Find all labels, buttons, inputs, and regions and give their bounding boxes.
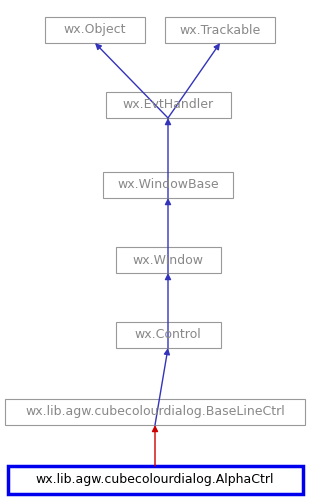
FancyBboxPatch shape <box>115 247 220 273</box>
Text: wx.lib.agw.cubecolourdialog.BaseLineCtrl: wx.lib.agw.cubecolourdialog.BaseLineCtrl <box>25 406 285 418</box>
Text: wx.WindowBase: wx.WindowBase <box>117 178 219 192</box>
FancyBboxPatch shape <box>5 399 305 425</box>
FancyBboxPatch shape <box>105 92 230 118</box>
Text: wx.Window: wx.Window <box>132 254 203 267</box>
Text: wx.EvtHandler: wx.EvtHandler <box>123 98 214 111</box>
FancyBboxPatch shape <box>115 322 220 348</box>
Text: wx.Trackable: wx.Trackable <box>179 24 261 36</box>
Text: wx.Object: wx.Object <box>64 24 126 36</box>
FancyBboxPatch shape <box>45 17 145 43</box>
FancyBboxPatch shape <box>103 172 233 198</box>
FancyBboxPatch shape <box>165 17 275 43</box>
FancyBboxPatch shape <box>7 466 303 494</box>
Text: wx.Control: wx.Control <box>135 329 202 342</box>
Text: wx.lib.agw.cubecolourdialog.AlphaCtrl: wx.lib.agw.cubecolourdialog.AlphaCtrl <box>36 473 274 486</box>
